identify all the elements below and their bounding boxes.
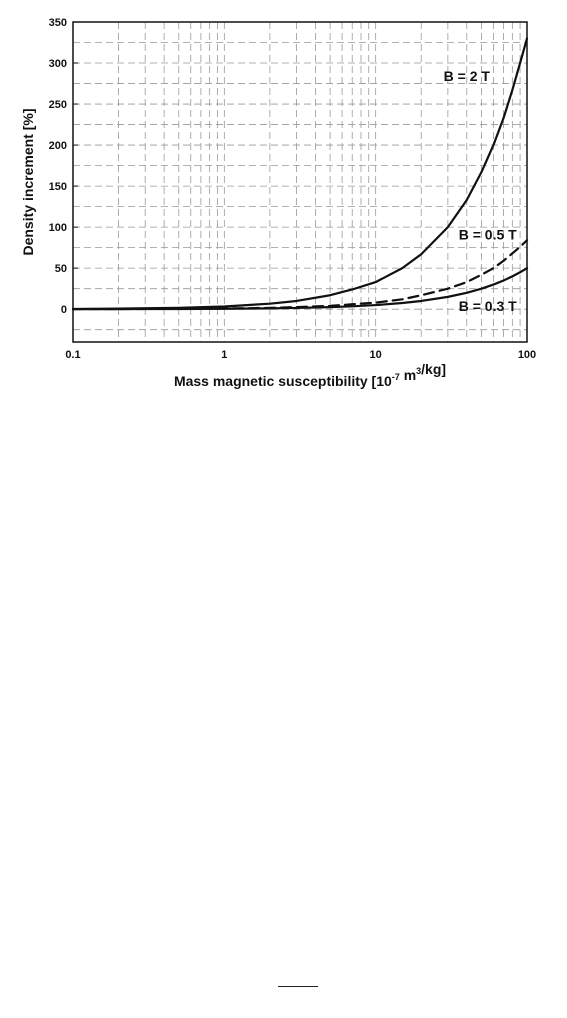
grid <box>73 22 527 342</box>
y-tick-label: 250 <box>49 99 67 111</box>
x-tick-label: 1 <box>221 349 227 361</box>
y-tick-label: 50 <box>55 263 67 275</box>
ticks: 0 50 100 150 200 250 300 350 0.1 1 10 100 <box>49 17 537 361</box>
plot-frame <box>72 21 528 343</box>
x-tick-label: 10 <box>370 349 382 361</box>
x-tick-label: 100 <box>518 349 536 361</box>
y-tick-label: 350 <box>49 17 67 29</box>
y-tick-label: 100 <box>49 222 67 234</box>
y-tick-label: 300 <box>49 58 67 70</box>
series-annotation-3: B = 0.3 T <box>459 298 517 314</box>
page-footer-rule <box>278 986 318 987</box>
x-tick-label: 0.1 <box>65 349 80 361</box>
y-axis-title: Density increment [%] <box>20 108 36 255</box>
series-lines <box>71 37 529 311</box>
annotations: B = 2 T B = 0.5 T B = 0.3 T <box>444 68 518 314</box>
y-tick-label: 0 <box>61 304 67 316</box>
series-annotation-2: B = 0.5 T <box>459 226 517 242</box>
x-axis-title: Mass magnetic susceptibility [10-7 m3/kg… <box>174 361 446 389</box>
y-tick-label: 150 <box>49 181 67 193</box>
series-annotation-1: B = 2 T <box>444 68 491 84</box>
series-line-3 <box>71 267 529 311</box>
series-line-1 <box>71 37 529 311</box>
y-tick-label: 200 <box>49 140 67 152</box>
